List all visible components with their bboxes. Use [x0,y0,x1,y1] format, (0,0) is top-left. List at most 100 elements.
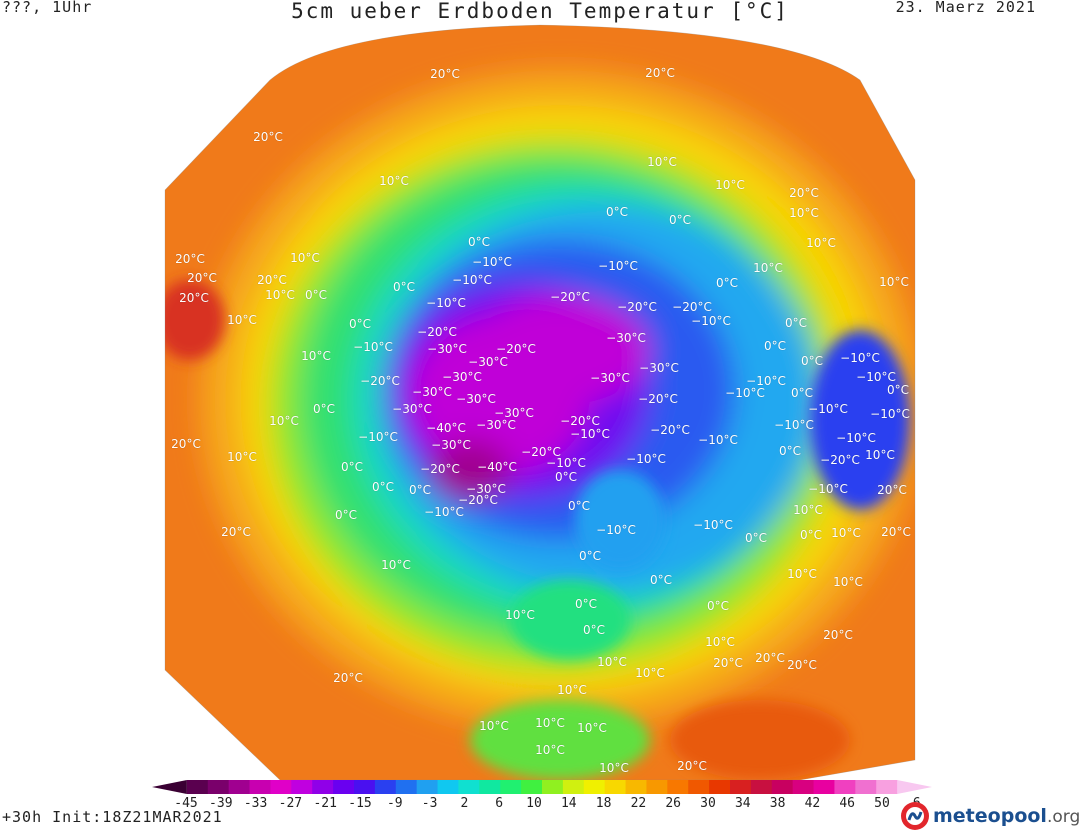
isotherm-label: 0°C [578,549,602,563]
isotherm-label: −10°C [808,482,848,496]
isotherm-label: −10°C [746,374,786,388]
logo-pool: pool [1000,805,1047,827]
isotherm-label: −20°C [521,445,561,459]
color-scale-tick-label: 14 [560,796,577,811]
color-scale-tick-label: 34 [734,796,751,811]
isotherm-label: 10°C [505,608,535,622]
isotherm-label: −10°C [698,433,738,447]
isotherm-label: −10°C [626,452,666,466]
meteopool-logo[interactable]: meteopool.org [900,800,1080,832]
isotherm-label: −10°C [725,386,765,400]
isotherm-label: 20°C [175,252,205,266]
color-scale-tick-label: 2 [460,796,469,811]
isotherm-label: 10°C [787,567,817,581]
isotherm-label: −10°C [596,523,636,537]
isotherm-label: 0°C [554,470,578,484]
isotherm-label: −20°C [420,462,460,476]
isotherm-label: −30°C [466,482,506,496]
isotherm-label: 20°C [187,271,217,285]
color-scale-segment [521,780,543,794]
color-scale-segment [249,780,271,794]
color-scale-segment [291,780,313,794]
isotherm-label: −30°C [412,385,452,399]
color-scale-segment [562,780,585,794]
isotherm-label: −10°C [546,456,586,470]
isotherm-label: 0°C [763,339,787,353]
isotherm-label: 10°C [715,178,745,192]
color-scale-tick-label: -45 [174,796,198,811]
isotherm-label: −20°C [560,414,600,428]
isotherm-label: −20°C [417,325,457,339]
isotherm-label: −30°C [639,361,679,375]
isotherm-label: 0°C [334,508,358,522]
color-scale-tick-label: 10 [526,796,542,811]
color-scale-segment [207,780,230,794]
isotherm-label: −10°C [840,351,880,365]
isotherm-label: 20°C [645,66,675,80]
isotherm-label: 10°C [879,275,909,289]
color-scale-segment [813,780,835,794]
isotherm-label: 10°C [265,288,295,302]
isotherm-label: −10°C [452,273,492,287]
isotherm-label: 10°C [793,503,823,517]
isotherm-label: 10°C [290,251,320,265]
isotherm-label: 0°C [574,597,598,611]
isotherm-label: −20°C [672,300,712,314]
isotherm-label: 0°C [567,499,591,513]
isotherm-label: 10°C [705,635,735,649]
isotherm-label: −20°C [650,423,690,437]
color-scale-tick-label: 42 [804,796,821,811]
isotherm-label: 10°C [535,743,565,757]
isotherm-label: 20°C [257,273,287,287]
isotherm-label: 0°C [886,383,910,397]
isotherm-label: −10°C [774,418,814,432]
color-scale-tick-label: 18 [595,796,612,811]
isotherm-label: 20°C [787,658,817,672]
color-scale-segment [437,780,459,794]
color-scale-segment [688,780,710,794]
color-scale-tick-label: -33 [243,796,268,811]
isotherm-label: 0°C [715,276,739,290]
isotherm-label: 0°C [408,483,432,497]
color-scale-tick-label: -21 [313,796,337,811]
isotherm-label: −10°C [424,505,464,519]
color-scale-segment [152,780,187,794]
color-scale-segment [709,780,731,794]
isotherm-label: 0°C [467,235,491,249]
color-scale-segment [416,780,439,794]
isotherm-label: −30°C [468,355,508,369]
color-scale-bar [152,780,932,794]
isotherm-label: 20°C [221,525,251,539]
color-scale-segment [500,780,522,794]
isotherm-label: 10°C [635,666,665,680]
isotherm-label: −10°C [691,314,731,328]
color-scale-segment [583,780,606,794]
isotherm-label: 0°C [348,317,372,331]
color-scale-segment [667,780,689,794]
isotherm-label: 10°C [577,721,607,735]
isotherm-label: −10°C [808,402,848,416]
isotherm-label: −30°C [456,392,496,406]
isotherm-label: −10°C [353,340,393,354]
isotherm-label: 20°C [179,291,209,305]
isotherm-label: 10°C [833,575,863,589]
color-scale-segment [312,780,334,794]
color-scale-tick-label: -15 [348,796,372,811]
isotherm-label: 0°C [304,288,328,302]
isotherm-label: 0°C [582,623,606,637]
isotherm-label: 10°C [269,414,299,428]
color-scale-tick-label: -27 [278,796,303,811]
color-scale-segment [730,780,752,794]
isotherm-label: 20°C [877,483,907,497]
isotherm-label: 0°C [605,205,629,219]
isotherm-label: 10°C [379,174,409,188]
color-scale-segment [604,780,627,794]
isotherm-label: 20°C [677,759,707,773]
isotherm-label: −40°C [426,421,466,435]
isotherm-label: −20°C [360,374,400,388]
isotherm-label: −20°C [458,493,498,507]
color-scale-segment [771,780,794,794]
color-scale-tick-label: 50 [874,796,890,811]
